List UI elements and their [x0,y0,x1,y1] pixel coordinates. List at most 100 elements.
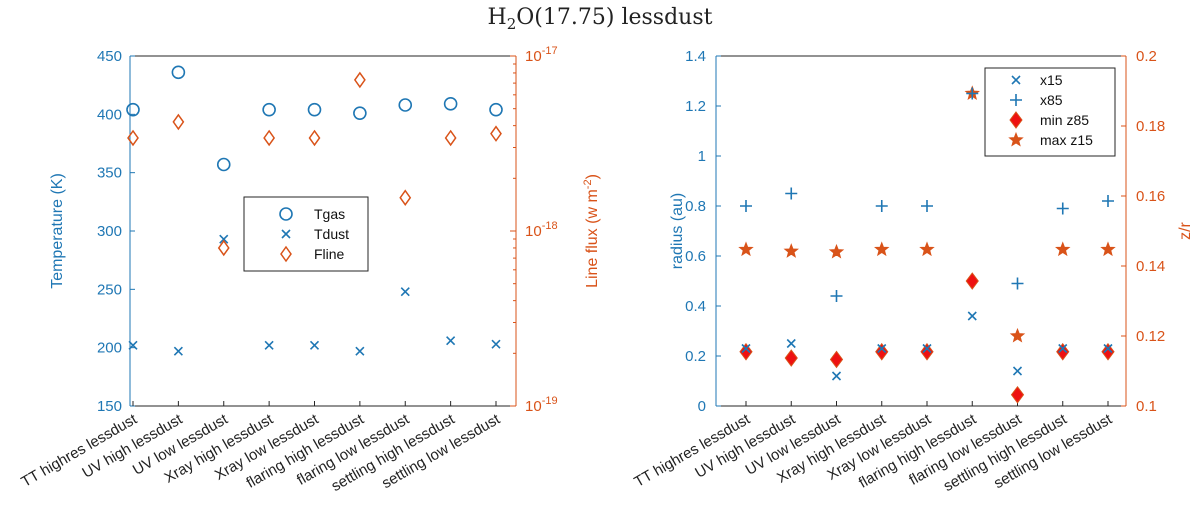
point-x15 [831,371,842,381]
legend-label: x15 [1040,72,1063,88]
legend-right: x15 x85 min z85 max z15 [984,67,1116,157]
point-tgas [443,97,458,111]
point-tdust [446,336,456,346]
point-tdust [219,234,229,244]
point-tdust [264,340,274,350]
point-x85 [1056,202,1069,215]
left-y-tick-label: 0.6 [685,248,706,265]
left-y-axis-label: Temperature (K) [49,173,66,289]
point-max-z15 [1100,241,1116,257]
left-y-tick-label: 350 [97,165,122,182]
point-tdust [400,287,410,297]
right-y-tick-label: 0.2 [1136,48,1157,65]
right-y-tick-label: 0.1 [1136,398,1157,415]
figure-title: H2O(17.75) lessdust [488,5,713,33]
left-y-tick-label: 1.4 [685,48,706,65]
right-y-tick-label: 0.14 [1136,258,1165,275]
point-max-z15 [828,243,845,259]
point-fline [217,239,230,257]
point-x85 [966,87,979,100]
point-min-z85 [875,342,889,361]
legend-marker-max-z15 [1008,131,1024,147]
point-max-z15 [919,241,935,257]
point-fline [490,125,502,142]
point-x85 [830,290,843,302]
point-tgas [353,106,367,120]
legend-label: Tdust [314,226,349,242]
left-y-tick-label: 1.2 [685,98,706,115]
point-fline [172,113,185,131]
point-x15 [786,338,796,349]
point-tdust [491,339,501,349]
point-x15 [741,343,751,354]
right-y-tick-label: 10-19 [525,395,558,415]
point-max-z15 [738,241,754,257]
legend-marker-x15 [1011,75,1021,85]
left-y-tick-label: 1 [698,148,706,165]
legend-label: Fline [314,246,345,262]
point-max-z15 [783,243,799,258]
point-x85 [1011,277,1024,290]
right-y-tick-label: 0.18 [1136,118,1165,135]
legend-marker-x85 [1010,94,1022,106]
point-x85 [875,200,888,212]
point-min-z85 [1056,342,1070,361]
point-tgas [126,102,140,117]
point-max-z15 [1009,327,1026,343]
point-tgas [398,98,413,112]
point-tdust [173,346,183,356]
point-tgas [489,102,503,117]
point-x85 [1102,195,1114,207]
right-y-tick-label: 10-18 [525,220,558,240]
point-tgas [262,102,276,117]
legend-left: Tgas Tdust Fline [243,196,369,272]
left-y-axis-label: radius (au) [669,193,686,269]
left-y-tick-label: 400 [97,106,122,123]
chart-right: 0 0.2 0.4 0.6 0.8 1 1.2 1.4 0.1 0.12 0.14 0.16 0.18 0… [631,48,1194,495]
left-y-tick-label: 250 [97,281,122,298]
legend-marker-tgas [279,207,293,221]
point-x85 [921,200,933,212]
point-min-z85 [739,342,753,361]
legend-box [243,196,369,272]
left-y-tick-label: 0 [698,398,706,415]
point-x15 [1058,343,1068,354]
legend-label: max z15 [1040,132,1093,148]
left-y-tick-label: 150 [97,398,122,415]
left-y-tick-label: 0.8 [685,198,706,215]
right-y-tick-label: 10-17 [525,45,558,65]
point-fline [263,129,276,147]
point-tdust [355,346,365,356]
point-tgas [216,157,231,172]
point-tdust [128,340,138,350]
point-min-z85 [784,349,798,367]
point-min-z85 [965,272,979,290]
legend-marker-fline [280,245,292,263]
right-y-axis-label: z/r [1177,221,1194,239]
point-fline [353,71,366,89]
legend-marker-tdust [281,229,291,239]
left-y-tick-label: 300 [97,223,122,240]
legend-label: min z85 [1040,112,1089,128]
point-x85 [740,200,752,212]
left-y-tick-label: 0.2 [685,348,706,365]
point-fline [444,129,457,147]
point-x15 [1103,343,1113,354]
point-min-z85 [1101,342,1115,361]
point-tgas [307,102,322,117]
left-y-tick-label: 200 [97,340,122,357]
point-max-z15 [874,241,890,257]
legend-label: x85 [1040,92,1063,108]
point-x15 [922,343,932,354]
legend-box [984,67,1116,157]
point-fline [308,129,321,147]
point-x15 [877,343,887,354]
right-y-tick-label: 0.12 [1136,328,1165,345]
point-min-z85 [829,350,844,369]
right-y-tick-label: 0.16 [1136,188,1165,205]
point-x15 [1012,366,1023,376]
chart-left: 150 200 250 300 350 400 450 10-19 10-18 10-17 Temp… [18,45,601,495]
left-y-tick-label: 0.4 [685,298,706,315]
point-x15 [967,311,977,321]
